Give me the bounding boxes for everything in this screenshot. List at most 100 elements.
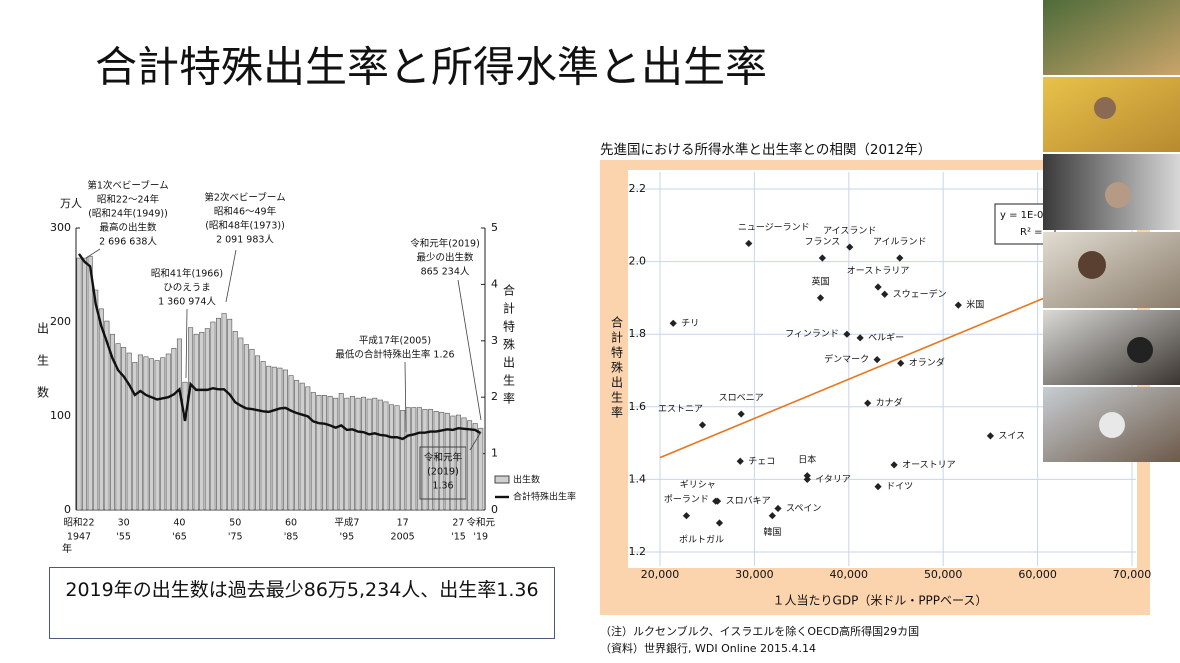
x-tick-label: 60,000 (1018, 568, 1057, 581)
data-point (736, 457, 744, 465)
y-tick-label: 1.8 (629, 327, 647, 340)
x-tick-label: 平成7 (334, 517, 359, 529)
bar (210, 321, 216, 511)
bar (165, 353, 171, 511)
bar (338, 393, 344, 511)
x-tick-label: 50 (229, 518, 241, 529)
annotation: 昭和46〜49年 (214, 206, 277, 218)
point-label: 韓国 (763, 527, 781, 538)
x-tick-label: 20,000 (641, 568, 680, 581)
bar (137, 354, 143, 511)
point-label: デンマーク (824, 353, 869, 365)
point-label: スペイン (786, 504, 821, 514)
bar (176, 338, 182, 511)
equation: y = 1E-0 (1000, 210, 1043, 221)
bar (149, 358, 155, 511)
bar (416, 407, 422, 511)
slide-title: 合計特殊出生率と所得水準と出生率 (95, 43, 767, 92)
bar (216, 317, 222, 511)
annotation: 2 696 638人 (99, 237, 157, 248)
line-series (78, 253, 482, 441)
point-label: ポルトガル (679, 534, 724, 545)
annotation: 令和元年 (424, 452, 463, 464)
bar (322, 395, 328, 511)
bar (160, 357, 166, 511)
data-point (874, 283, 882, 291)
annotation: 1.36 (432, 481, 453, 492)
y2-tick-label: 2 (491, 390, 498, 403)
bar (282, 369, 288, 511)
x-tick-label: 30 (118, 518, 130, 529)
y-tick-label: 1.6 (629, 400, 647, 413)
bar (238, 337, 244, 511)
video-tile (1043, 0, 1180, 75)
data-point (669, 319, 677, 327)
x-tick-label: 2005 (391, 532, 415, 543)
bar (188, 327, 194, 511)
y2-tick-label: 4 (491, 277, 498, 290)
annotation: (昭和24年(1949)) (88, 208, 168, 220)
point-label: アイルランド (873, 236, 927, 247)
data-point (864, 399, 872, 407)
person (1078, 251, 1106, 279)
point-label: エストニア (658, 404, 703, 414)
bar (405, 407, 411, 511)
bar (433, 410, 439, 511)
y-axis-label: 出生数 (36, 322, 50, 418)
point-label: イタリア (815, 474, 851, 485)
y-tick-label: 100 (50, 409, 71, 422)
point-label: ベルギー (868, 332, 904, 343)
x-axis-label: １人当たりGDP（米ドル・PPPベース） (773, 594, 988, 608)
caption-box: 2019年の出生数は過去最少86万5,234人、出生率1.36 (49, 567, 555, 639)
data-point (803, 475, 811, 483)
bar (243, 344, 249, 511)
bar (444, 412, 450, 511)
data-point (856, 334, 864, 342)
bar (439, 411, 445, 511)
bar (199, 332, 205, 511)
bar (355, 397, 361, 511)
bar (227, 318, 233, 511)
legend-swatch (494, 475, 510, 484)
bar (400, 410, 406, 511)
annotation: 2 091 983人 (216, 235, 274, 246)
data-point (897, 359, 905, 367)
point-label: ギリシャ (680, 480, 716, 491)
bar (154, 360, 160, 511)
data-point (986, 432, 994, 440)
point-label: スロベニア (719, 394, 764, 404)
x-tick-label: 1947 (67, 532, 91, 543)
bar (455, 414, 461, 511)
x-tick-label: '15 (451, 532, 466, 543)
y-axis-label: 合計特殊出生率 (610, 315, 624, 421)
x-tick-label: '19 (473, 532, 488, 543)
annotation-arrow (457, 279, 482, 421)
annotation-arrow (469, 431, 482, 451)
data-point (713, 497, 722, 505)
data-point (818, 254, 826, 262)
bar (294, 379, 300, 511)
point-label: スイス (998, 431, 1025, 441)
person (1099, 412, 1125, 438)
point-label: オランダ (909, 357, 945, 369)
point-label: チェコ (748, 456, 775, 467)
chart-title: 先進国における所得水準と出生率との相関（2012年） (600, 141, 931, 158)
data-point (715, 519, 724, 527)
bar (394, 405, 400, 511)
bar (82, 257, 88, 511)
bar (428, 409, 434, 511)
annotation: 令和元年(2019) (410, 238, 480, 250)
bar (299, 382, 305, 511)
bar (104, 320, 110, 511)
bar (255, 355, 261, 511)
bar (93, 289, 99, 511)
y2-tick-label: 3 (491, 334, 498, 347)
point-label: フィンランド (785, 329, 839, 340)
bar (109, 333, 115, 511)
x-tick-label: 60 (285, 518, 297, 529)
bar (310, 392, 316, 511)
bar (372, 397, 378, 511)
x-unit: 年 (62, 542, 72, 555)
data-point (874, 483, 882, 491)
